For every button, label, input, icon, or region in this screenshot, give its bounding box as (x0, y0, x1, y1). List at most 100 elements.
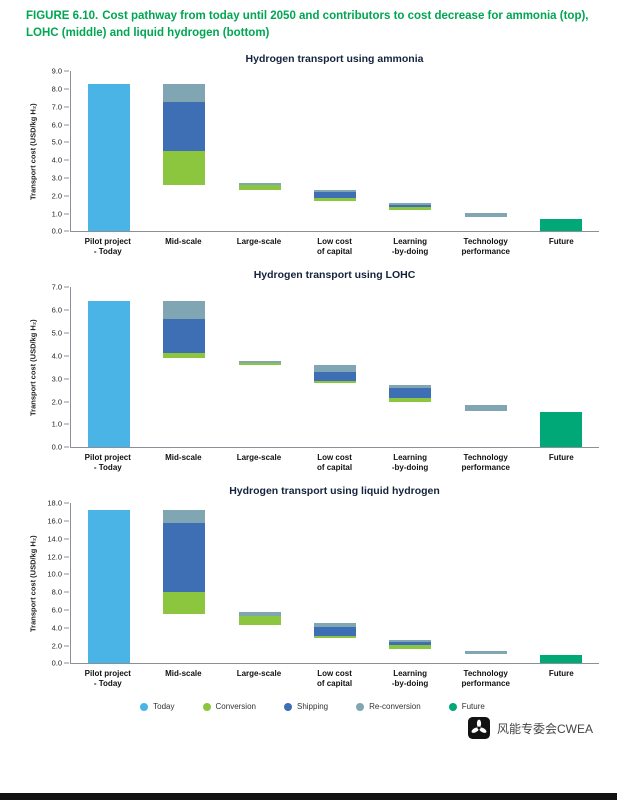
segment-conversion (314, 380, 356, 384)
y-tick-mark (64, 355, 69, 357)
chart-title: Hydrogen transport using ammonia (245, 53, 424, 66)
segment-shipping (389, 387, 432, 399)
y-tick-mark (64, 573, 69, 575)
plot (70, 503, 599, 665)
y-tick-mark (64, 538, 69, 540)
segment-re-conversion (464, 651, 507, 654)
y-tick-label: 10.0 (47, 569, 62, 579)
y-tick-label: 5.0 (51, 328, 62, 338)
bar-pilot-project-today (87, 503, 130, 664)
chart-title: Hydrogen transport using LOHC (253, 269, 416, 282)
segment-shipping (163, 319, 206, 353)
segment-conversion (314, 197, 356, 202)
x-category-label: Learning -by-doing (391, 453, 429, 473)
segment-conversion (389, 644, 432, 650)
x-category-label: Low cost of capital (316, 237, 353, 257)
y-tick-label: 8.0 (51, 587, 62, 597)
watermark: 风能专委会CWEA (26, 717, 599, 740)
charts-container: Hydrogen transport using ammonia Transpor… (26, 53, 599, 689)
y-tick-label: 18.0 (47, 498, 62, 508)
y-tick-label: 0.0 (51, 226, 62, 236)
y-tick-mark (64, 230, 69, 232)
segment-conversion (314, 635, 356, 639)
bar-learning-by-doing (389, 71, 432, 231)
bar-learning-by-doing (389, 287, 432, 447)
y-tick-mark (64, 591, 69, 593)
segment-today (87, 301, 130, 448)
segment-today (87, 83, 130, 232)
bar-low-cost-of-capital (314, 503, 356, 663)
y-tick-label: 3.0 (51, 173, 62, 183)
bar-technology-performance (464, 287, 507, 447)
y-tick-mark (64, 423, 69, 425)
y-tick-label: 2.0 (51, 641, 62, 651)
segment-re-conversion (163, 301, 206, 320)
y-tick-label: 0.0 (51, 658, 62, 668)
watermark-text: 风能专委会CWEA (496, 721, 593, 736)
bottom-bar (0, 793, 617, 800)
x-category-label: Large-scale (236, 237, 282, 247)
bar-future (540, 287, 583, 448)
segment-shipping (314, 626, 356, 636)
y-tick-mark (64, 662, 69, 664)
segment-future (540, 655, 583, 664)
y-tick-mark (64, 556, 69, 558)
segment-conversion (389, 207, 432, 211)
chart-plot-area: Transport cost (USD/kg H₂) 0.0 2.0 4.0 6.0 8.… (26, 499, 599, 668)
legend-item-reconversion: Re-conversion (356, 702, 421, 711)
segment-conversion (238, 363, 281, 366)
y-tick-mark (64, 124, 69, 126)
y-tick-mark (64, 286, 69, 288)
y-axis: 0.0 2.0 4.0 6.0 8.0 10.0 12.0 14.0 16.0 18.0 (40, 499, 70, 668)
segment-re-conversion (238, 183, 281, 186)
bar-technology-performance (464, 71, 507, 231)
y-tick-mark (64, 609, 69, 611)
y-axis: 0.0 1.0 2.0 3.0 4.0 5.0 6.0 7.0 8.0 9.0 (40, 67, 70, 236)
bar-pilot-project-today (87, 287, 130, 448)
legend-item-today: Today (140, 702, 175, 712)
bar-large-scale (238, 287, 281, 447)
segment-conversion (389, 398, 432, 402)
segment-future (540, 218, 583, 232)
y-tick-mark (64, 502, 69, 504)
y-tick-mark (64, 88, 69, 90)
y-tick-mark (64, 401, 69, 403)
bar-mid-scale (163, 71, 206, 231)
bar-low-cost-of-capital (314, 71, 356, 231)
legend-dot-conversion (202, 702, 211, 711)
y-tick-mark (64, 627, 69, 629)
legend-item-conversion: Conversion (202, 702, 256, 711)
segment-conversion (238, 616, 281, 626)
legend-label-today: Today (153, 702, 175, 712)
x-category-label: Learning -by-doing (391, 669, 429, 689)
segment-re-conversion (163, 83, 206, 102)
segment-re-conversion (163, 509, 206, 523)
legend-item-shipping: Shipping (283, 702, 329, 712)
y-tick-label: 7.0 (51, 282, 62, 292)
segment-conversion (238, 185, 281, 190)
x-category-label: Mid-scale (165, 669, 202, 679)
x-category-label: Pilot project - Today (84, 237, 131, 257)
y-tick-mark (64, 446, 69, 448)
x-category-label: Large-scale (236, 453, 282, 463)
legend-dot-reconversion (356, 702, 365, 711)
x-category-label: Technology performance (461, 453, 510, 473)
segment-shipping (314, 192, 356, 198)
x-category-label: Future (548, 453, 574, 463)
y-tick-label: 6.0 (51, 605, 62, 615)
y-tick-mark (64, 520, 69, 522)
bar-large-scale (238, 503, 281, 663)
segment-re-conversion (238, 360, 281, 364)
cwea-logo-icon (467, 717, 490, 740)
x-category-label: Future (548, 669, 574, 679)
legend-label-shipping: Shipping (296, 702, 329, 712)
bar-mid-scale (163, 287, 206, 447)
chart-plot-area: Transport cost (USD/kg H₂) 0.0 1.0 2.0 3.0 4.… (26, 283, 599, 452)
y-tick-label: 14.0 (47, 534, 62, 544)
segment-re-conversion (464, 405, 507, 411)
segment-re-conversion (464, 212, 507, 218)
legend-dot-future (448, 702, 457, 711)
y-axis-label: Transport cost (USD/kg H₂) (28, 535, 38, 633)
y-tick-label: 3.0 (51, 374, 62, 384)
chart-hydrogen-transport-using-ammonia: Hydrogen transport using ammonia Transpor… (26, 53, 599, 257)
